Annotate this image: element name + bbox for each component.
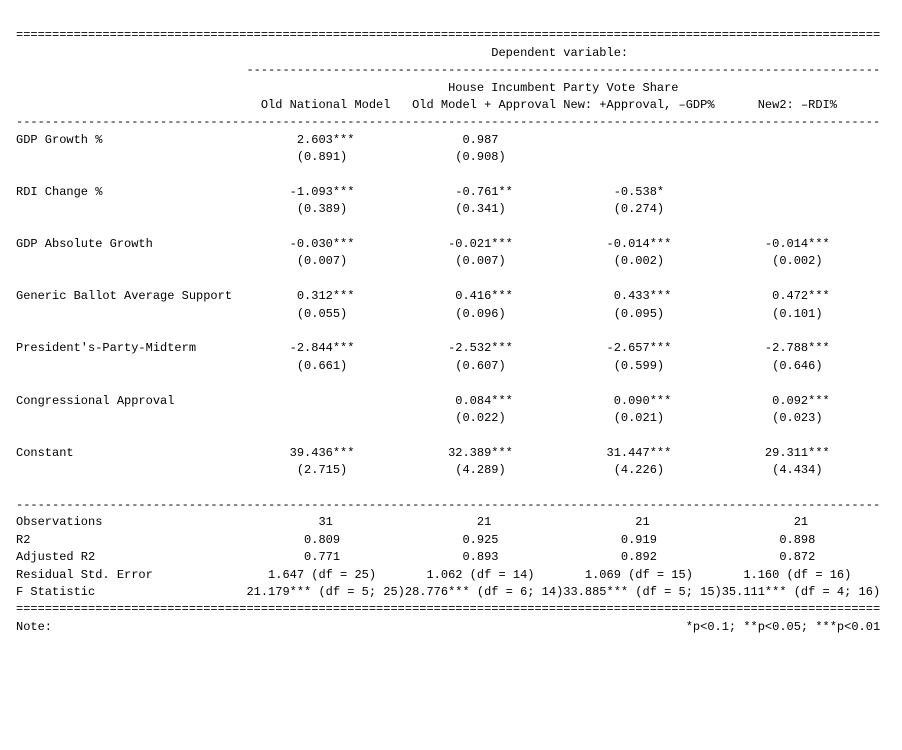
regression-table: ========================================… xyxy=(16,27,886,636)
